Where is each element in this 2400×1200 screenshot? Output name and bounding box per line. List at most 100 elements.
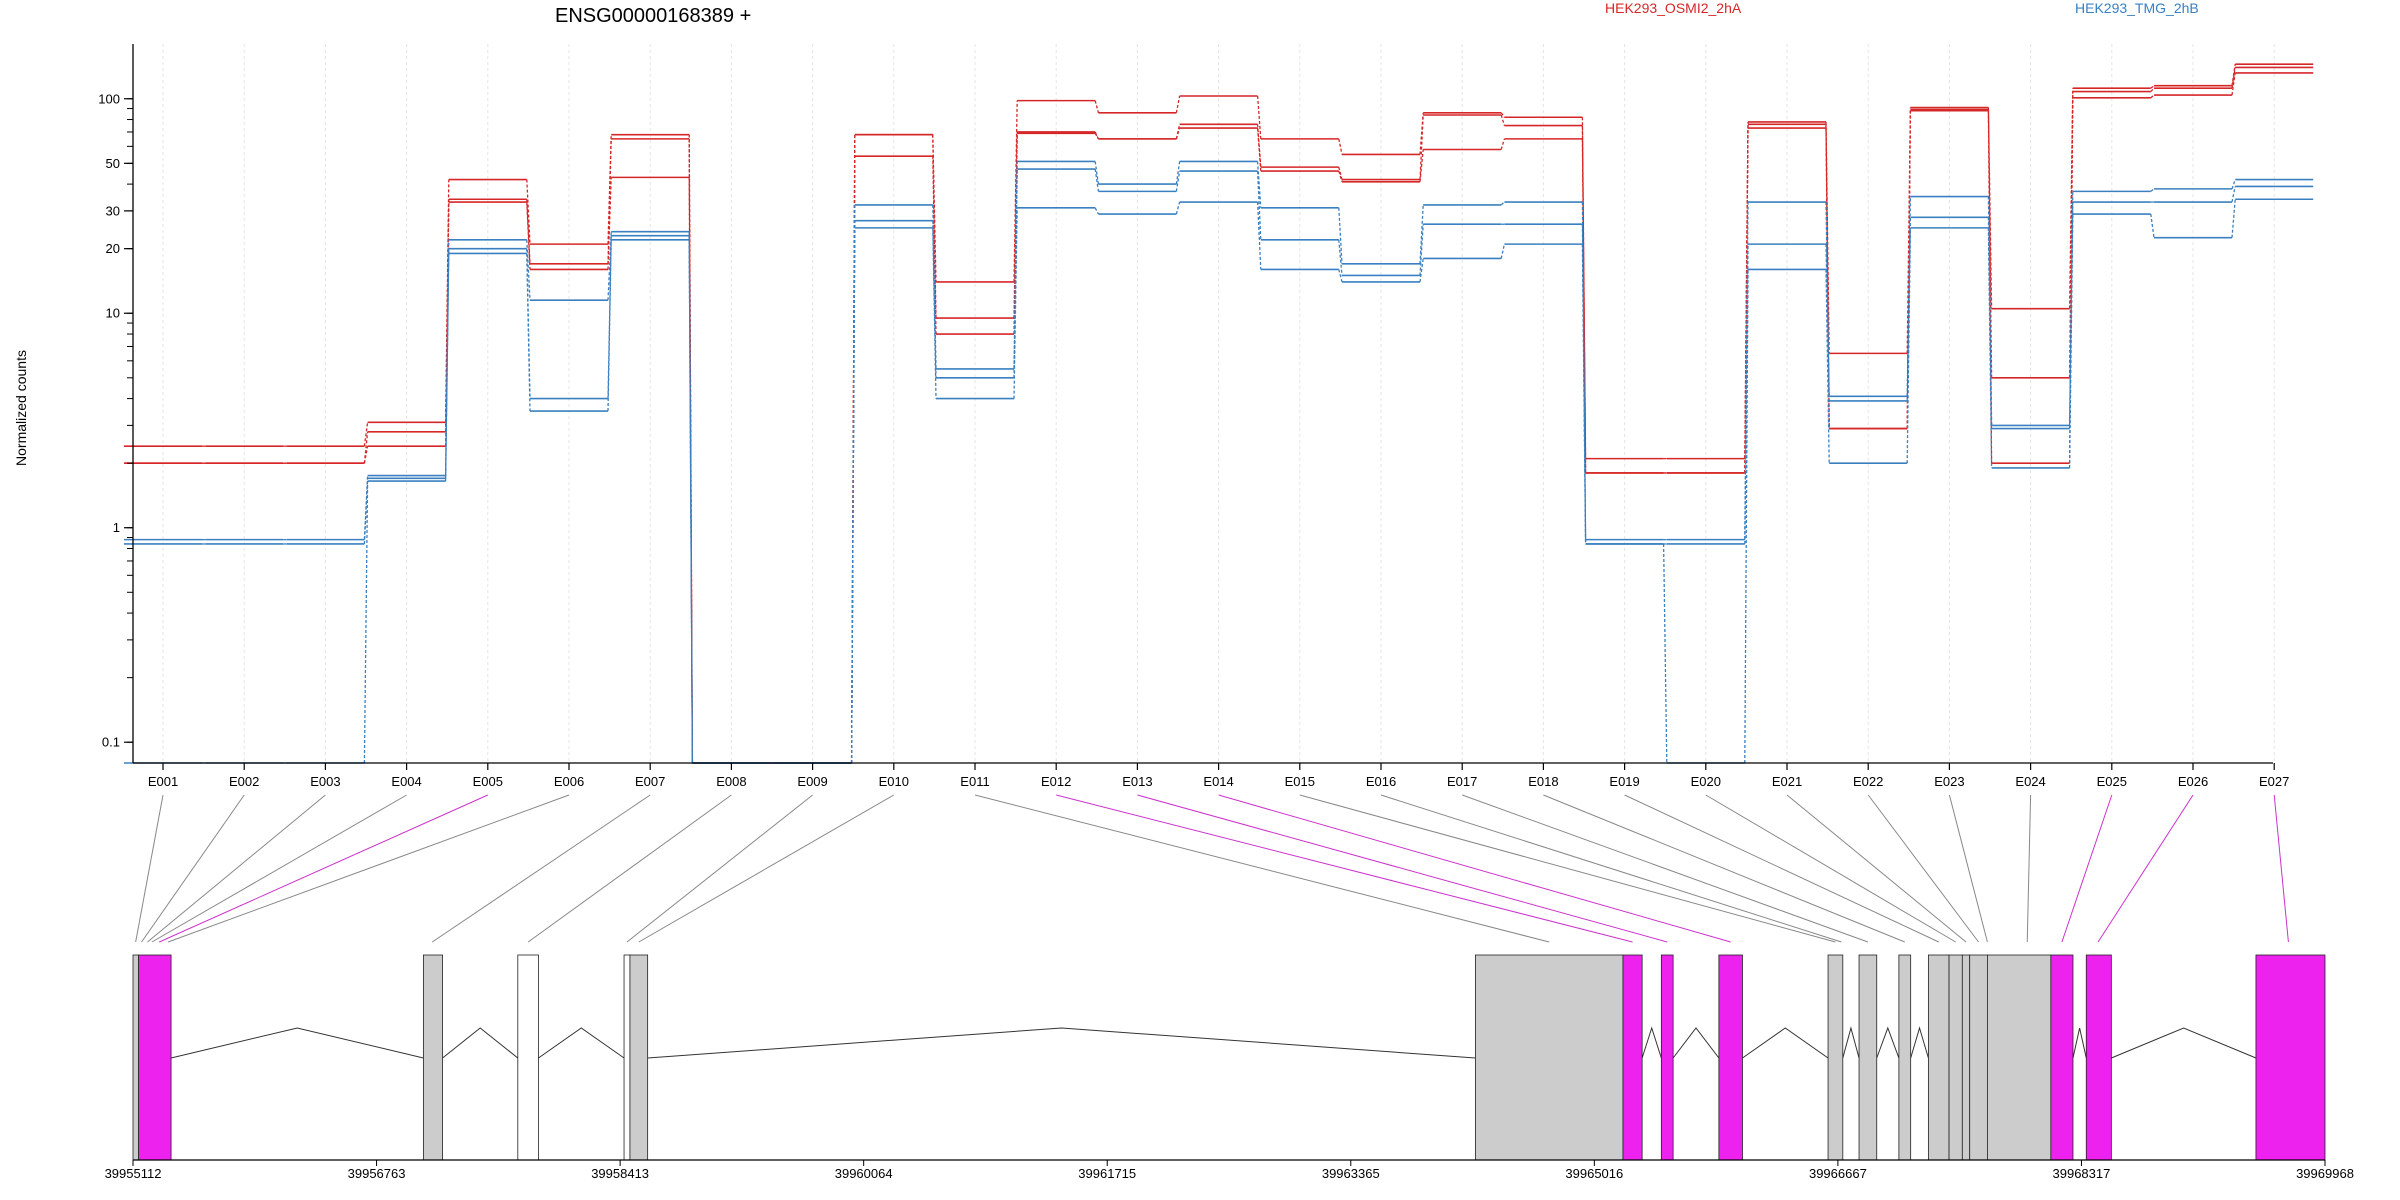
series-connector [526,201,531,270]
series-connector [1987,196,1993,426]
x-tick-label: E020 [1691,774,1721,789]
series-connector [1825,121,1830,354]
series-connector [1825,269,1830,464]
exon-link-E001 [135,794,164,943]
series-connector [2231,67,2236,89]
series-connector [1094,207,1099,215]
exon-link-E013 [1137,794,1668,943]
series-connector [1581,138,1587,473]
exon-block [1987,954,2052,1161]
x-axis-exon-ticks: E001 E002 E003 E004 E005 E006 E007 E008 E009 E010… [148,763,2289,789]
exon-link-E027 [2273,794,2289,943]
exon-block [1622,954,1643,1161]
x-tick-label: E008 [716,774,746,789]
exon-link-E012 [1056,794,1633,943]
series-connector [1419,224,1424,276]
exon-link-E015 [1299,794,1836,943]
series-connector [2150,85,2155,89]
genomic-tick-label: 39965016 [1565,1166,1623,1181]
x-tick-label: E019 [1609,774,1639,789]
exon-block [2050,954,2074,1161]
series-connector [932,220,937,378]
genomic-tick-label: 39955112 [105,1166,162,1181]
series-connector [1419,258,1424,282]
intron-line [1842,1026,1860,1059]
series-connector [607,177,612,270]
series-connector [1500,243,1506,259]
series-connector [1987,227,1993,468]
x-tick-label: E011 [960,774,989,789]
gene-model [132,954,2326,1161]
series-connector [1419,114,1424,180]
x-tick-label: E014 [1203,774,1233,789]
genomic-tick-label: 39958413 [591,1166,649,1181]
legend-label-tmg: HEK293_TMG_2hB [2075,0,2199,16]
series-connector [526,253,531,412]
y-tick-label: 30 [106,203,120,218]
x-tick-label: E017 [1447,774,1477,789]
x-tick-label: E003 [310,774,340,789]
x-tick-label: E016 [1366,774,1396,789]
series-connector [2231,72,2236,96]
series-connector [1256,128,1262,172]
intron-line [1672,1027,1720,1059]
series-connector [1338,166,1343,180]
genomic-tick-label: 39960064 [835,1166,893,1181]
exon-link-E023 [1948,794,1988,943]
genomic-coordinate-axis: 39955112 39956763 39958413 39960064 39961715… [105,1159,2354,1181]
x-tick-label: E002 [229,774,259,789]
exon-block [623,954,631,1161]
series-connector [1256,95,1262,139]
series-connector [1256,201,1262,270]
x-tick-label: E025 [2097,774,2127,789]
intron-line [2072,1027,2087,1059]
series-connector [1256,171,1262,240]
series-connector [850,134,856,764]
exon-link-E009 [626,794,813,943]
series-connector [2150,188,2155,192]
series-connector [1500,112,1505,118]
genomic-tick-label: 39966667 [1809,1166,1867,1181]
y-tick-label: 10 [106,306,120,321]
series-connector [1744,269,1749,764]
series-3 [124,160,2314,764]
series-connector [1094,168,1100,192]
exon-block [1927,954,1950,1161]
series-4 [124,168,2314,764]
series-connector [2231,179,2236,190]
exon-link-E024 [2026,794,2032,943]
x-tick-label: E007 [635,774,665,789]
exon-link-E011 [974,794,1550,943]
series-connector [363,478,369,544]
exon-block [138,954,172,1161]
exon-link-E008 [527,794,732,943]
exon-block [2085,954,2112,1161]
exon-link-E002 [141,794,245,943]
series-connector [1906,227,1912,464]
series-connector [2150,213,2155,238]
exon-link-E007 [431,794,651,943]
series-connector [850,204,856,764]
x-tick-label: E021 [1772,774,1802,789]
series-connector [2150,87,2155,93]
series-connector [1175,170,1181,192]
series-connector [2150,94,2155,99]
exon-link-E021 [1786,794,1967,943]
x-tick-label: E026 [2178,774,2208,789]
series-5 [124,198,2314,764]
series-connector [1500,114,1506,126]
exon-link-E010 [638,794,895,943]
y-axis-label: Normalized counts [13,350,29,466]
series-connector [1338,138,1343,155]
series-connector [1256,161,1262,208]
y-tick-label: 100 [98,91,120,106]
intron-line [1641,1026,1662,1059]
exon-link-E014 [1218,794,1731,943]
y-axis-ticks: 0.1 1 10 20 30 50 100 [98,91,133,750]
series-connector [1175,161,1181,185]
x-tick-label: E015 [1285,774,1315,789]
exon-link-E016 [1380,794,1842,943]
series-connector [1175,201,1181,215]
intron-line [1910,1026,1929,1059]
